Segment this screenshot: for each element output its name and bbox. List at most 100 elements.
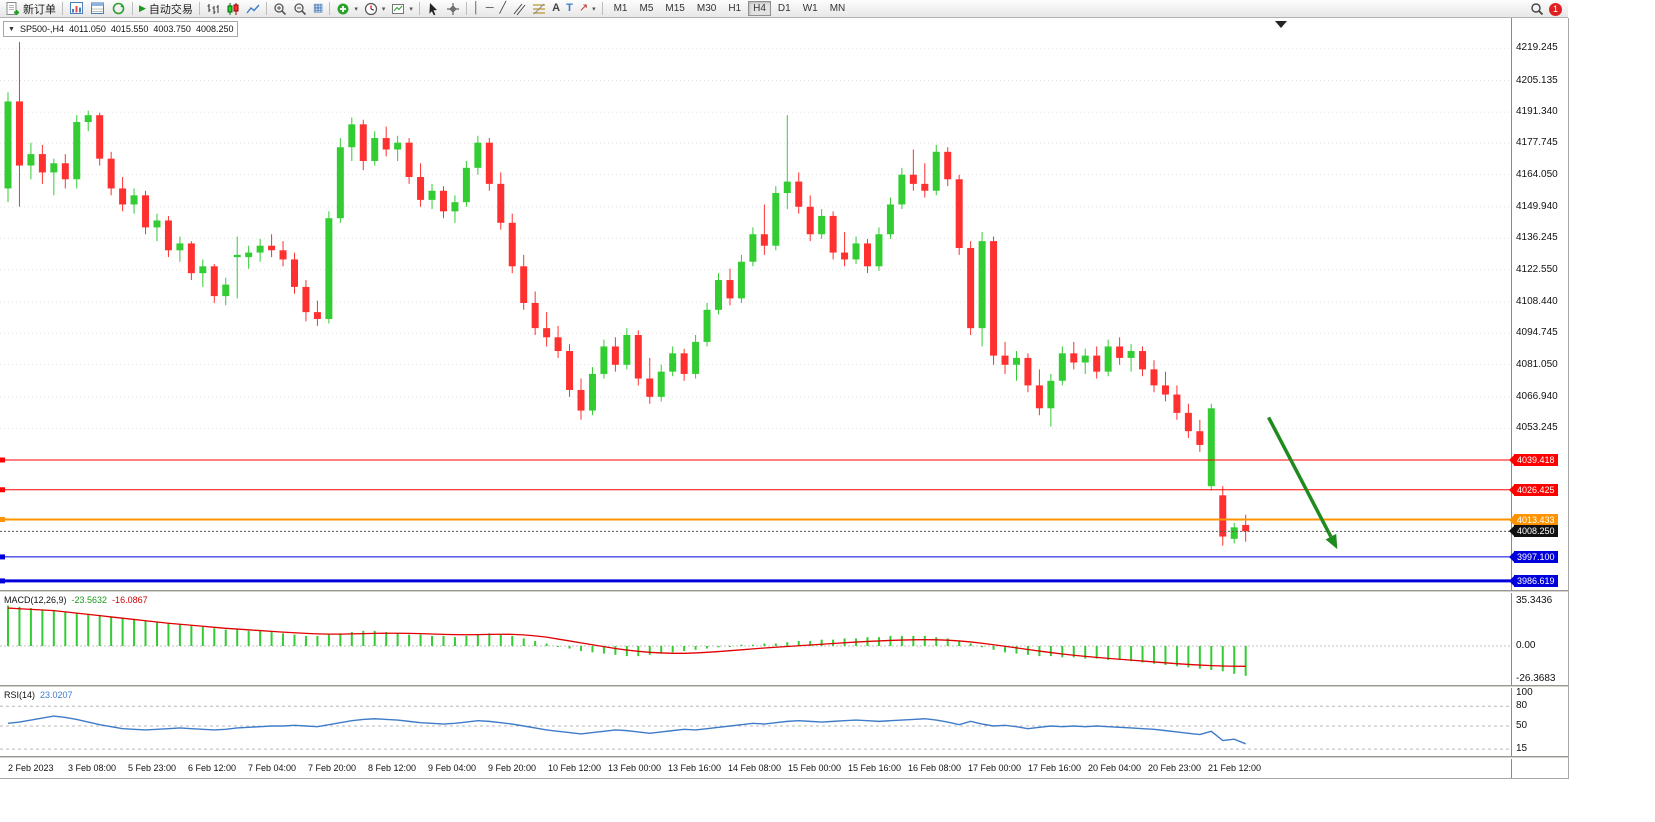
- timeframe-MN[interactable]: MN: [825, 1, 851, 16]
- line-chart-mode-button[interactable]: [243, 1, 263, 17]
- vertical-line-icon: │: [472, 2, 480, 14]
- price-axis-label: 4108.440: [1516, 295, 1558, 307]
- macd-pane[interactable]: [0, 593, 1512, 685]
- collapse-icon[interactable]: ▼: [8, 25, 15, 33]
- timeframe-H1[interactable]: H1: [723, 1, 746, 16]
- data-window-button[interactable]: [87, 1, 108, 17]
- search-icon[interactable]: [1530, 2, 1544, 16]
- ohlc-open: 4011.050: [68, 24, 106, 34]
- price-axis-label: 4219.245: [1516, 42, 1558, 54]
- arrows-tool-button[interactable]: ↗ ▾: [576, 1, 599, 17]
- notification-badge[interactable]: 1: [1549, 2, 1562, 16]
- toolbar-separator: [265, 2, 267, 15]
- add-indicator-icon: [337, 3, 349, 14]
- time-axis-label: 7 Feb 04:00: [248, 763, 297, 773]
- channel-tool-button[interactable]: [509, 1, 529, 17]
- zoom-out-button[interactable]: [290, 1, 310, 17]
- candlestick-mode-button[interactable]: [223, 1, 243, 17]
- price-axis-label: 4136.245: [1516, 232, 1558, 244]
- line-handle[interactable]: [0, 517, 5, 523]
- toolbar-separator: [465, 2, 467, 15]
- chart-shift-marker[interactable]: [1275, 21, 1287, 28]
- chevron-down-icon: ▾: [592, 5, 596, 13]
- time-axis-label: 3 Feb 08:00: [68, 763, 117, 773]
- toolbar-separator: [62, 2, 63, 15]
- timeframe-D1[interactable]: D1: [773, 1, 796, 16]
- line-handle[interactable]: [0, 578, 5, 584]
- price-axis-label: 4094.745: [1516, 327, 1558, 339]
- periods-button[interactable]: ▾: [361, 1, 389, 17]
- timeframe-W1[interactable]: W1: [798, 1, 823, 16]
- line-price-tag: 4013.433: [1509, 513, 1558, 526]
- pane-separator[interactable]: [0, 756, 1568, 759]
- chart-title-bar[interactable]: ▼ SP500-,H4 4011.050 4015.550 4003.750 4…: [3, 21, 239, 37]
- text-tool-icon: A: [552, 2, 561, 14]
- time-axis-label: 5 Feb 23:00: [128, 763, 177, 773]
- timeframe-M15[interactable]: M15: [660, 1, 689, 16]
- label-tool-icon: T: [566, 2, 573, 14]
- time-axis-label: 14 Feb 08:00: [728, 763, 782, 773]
- price-axis-label: 4205.135: [1516, 74, 1558, 86]
- timeframe-M5[interactable]: M5: [635, 1, 659, 16]
- time-axis-label: 9 Feb 20:00: [488, 763, 537, 773]
- time-axis-label: 20 Feb 23:00: [1148, 763, 1202, 773]
- line-chart-icon: [246, 4, 260, 13]
- price-axis-label: 4122.550: [1516, 263, 1558, 275]
- trend-arrow[interactable]: [1267, 416, 1333, 538]
- rsi-axis-label: 50: [1516, 720, 1528, 731]
- zoom-in-button[interactable]: [270, 1, 290, 17]
- time-axis-label: 8 Feb 12:00: [368, 763, 417, 773]
- pane-separator[interactable]: [0, 685, 1568, 688]
- tile-windows-button[interactable]: ▦: [310, 1, 326, 17]
- timeframe-M30[interactable]: M30: [692, 1, 721, 16]
- chart-symbol-period: SP500-,H4: [19, 24, 64, 34]
- chart-plot-area[interactable]: ▼ SP500-,H4 4011.050 4015.550 4003.750 4…: [0, 18, 1512, 778]
- rsi-value: 23.0207: [40, 690, 73, 700]
- new-order-button[interactable]: 新订单: [2, 1, 59, 17]
- fibonacci-tool-button[interactable]: [529, 1, 549, 17]
- macd-main-value: -23.5632: [71, 595, 108, 605]
- crosshair-button[interactable]: [443, 1, 463, 17]
- label-tool-button[interactable]: T: [563, 1, 576, 17]
- main-price-pane[interactable]: [0, 18, 1512, 590]
- templates-button[interactable]: ▾: [388, 1, 416, 17]
- line-handle[interactable]: [0, 554, 5, 560]
- time-axis[interactable]: 2 Feb 2023 3 Feb 08:00 5 Feb 23:00 6 Feb 12…: [0, 758, 1512, 778]
- pane-separator[interactable]: [0, 590, 1568, 593]
- indicators-button[interactable]: ▾: [333, 1, 361, 17]
- price-axis-label: 4149.940: [1516, 200, 1558, 212]
- time-axis-label: 15 Feb 00:00: [788, 763, 842, 773]
- market-watch-button[interactable]: [66, 1, 87, 17]
- tile-windows-icon: ▦: [312, 2, 324, 14]
- timeframe-H4[interactable]: H4: [748, 1, 771, 16]
- time-axis-label: 15 Feb 16:00: [848, 763, 902, 773]
- line-price-tag: 3986.619: [1509, 574, 1558, 587]
- trendline-tool-button[interactable]: ╱: [497, 1, 510, 17]
- time-axis-label: 17 Feb 00:00: [968, 763, 1022, 773]
- price-axis[interactable]: 4219.245 4205.135 4191.340 4177.745 4164.050…: [1509, 18, 1568, 778]
- macd-signal-line: [7, 607, 1246, 667]
- chevron-down-icon: ▾: [409, 5, 413, 13]
- time-axis-label: 7 Feb 20:00: [308, 763, 357, 773]
- line-price-tag: 4026.425: [1509, 483, 1558, 496]
- rsi-indicator-label: RSI(14) 23.0207: [4, 690, 73, 700]
- cursor-button[interactable]: [423, 1, 443, 17]
- refresh-button[interactable]: [108, 1, 129, 17]
- bar-chart-icon: [207, 3, 219, 14]
- text-tool-button[interactable]: A: [549, 1, 563, 17]
- timeframe-M1[interactable]: M1: [609, 1, 633, 16]
- market-watch-icon: [70, 2, 83, 14]
- macd-axis-label: 0.00: [1516, 640, 1536, 651]
- crosshair-icon: [446, 2, 459, 15]
- line-handle[interactable]: [0, 457, 5, 463]
- horizontal-line-tool-button[interactable]: ─: [483, 1, 497, 17]
- time-axis-label: 2 Feb 2023: [8, 763, 54, 773]
- bar-chart-mode-button[interactable]: [203, 1, 223, 17]
- refresh-icon: [112, 2, 125, 15]
- line-handle[interactable]: [0, 487, 5, 493]
- rsi-pane[interactable]: [0, 688, 1512, 756]
- auto-trading-button[interactable]: ▶ 自动交易: [136, 1, 196, 17]
- time-axis-label: 10 Feb 12:00: [548, 763, 602, 773]
- vertical-line-tool-button[interactable]: │: [470, 1, 483, 17]
- time-axis-label: 16 Feb 08:00: [908, 763, 962, 773]
